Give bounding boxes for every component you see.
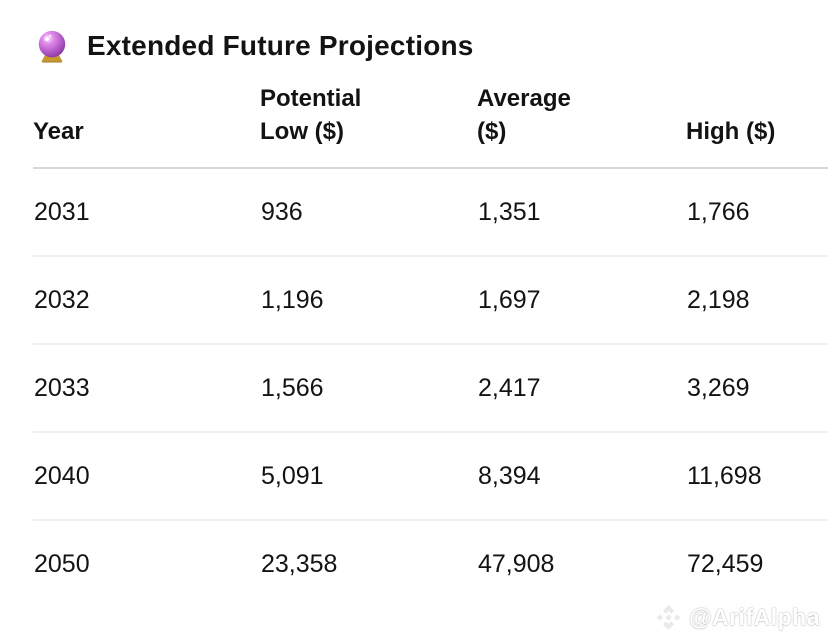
col-header-potential-low: Potential Low ($) bbox=[260, 66, 477, 169]
cell-high: 72,459 bbox=[687, 550, 764, 578]
cell-high: 11,698 bbox=[686, 432, 828, 521]
table-row: 2040 5,091 8,394 11,698 bbox=[33, 432, 828, 521]
projections-table: Year Potential Low ($) Average ($) High … bbox=[33, 66, 828, 608]
cell-low: 5,091 bbox=[260, 432, 477, 521]
cell-average: 1,697 bbox=[477, 256, 686, 345]
cell-year: 2050 bbox=[34, 550, 90, 578]
table-row: 2032 1,196 1,697 2,198 bbox=[33, 256, 828, 345]
cell-year: 2040 bbox=[33, 432, 260, 521]
cell-average: 1,351 bbox=[477, 168, 686, 257]
cell-year: 2032 bbox=[33, 256, 260, 345]
cell-year: 2033 bbox=[33, 344, 260, 433]
col-header-year: Year bbox=[33, 66, 260, 169]
diamond-logo-icon bbox=[655, 604, 682, 631]
cell-low: 23,358 bbox=[261, 550, 338, 578]
crystal-ball-icon bbox=[35, 29, 69, 63]
cell-average: 2,417 bbox=[477, 344, 686, 433]
cell-year: 2031 bbox=[33, 168, 260, 257]
cell-low: 936 bbox=[260, 168, 477, 257]
col-header-average: Average ($) bbox=[477, 66, 686, 169]
cell-low: 1,566 bbox=[260, 344, 477, 433]
table-header-row: Year Potential Low ($) Average ($) High … bbox=[33, 66, 828, 169]
title-text: Extended Future Projections bbox=[87, 30, 474, 61]
cell-high: 3,269 bbox=[686, 344, 828, 433]
cell-low: 1,196 bbox=[260, 256, 477, 345]
page-title: Extended Future Projections bbox=[0, 0, 828, 66]
cell-high: 1,766 bbox=[686, 168, 828, 257]
watermark: @ArifAlpha bbox=[655, 604, 820, 631]
cell-average: 8,394 bbox=[477, 432, 686, 521]
watermark-handle: @ArifAlpha bbox=[689, 604, 820, 630]
table-row: 2031 936 1,351 1,766 bbox=[33, 168, 828, 257]
cell-high: 2,198 bbox=[686, 256, 828, 345]
cell-average: 47,908 bbox=[478, 550, 555, 578]
col-header-high: High ($) bbox=[686, 66, 828, 169]
table-row: 2050 23,358 47,908 72,459 bbox=[33, 520, 828, 608]
table-row: 2033 1,566 2,417 3,269 bbox=[33, 344, 828, 433]
